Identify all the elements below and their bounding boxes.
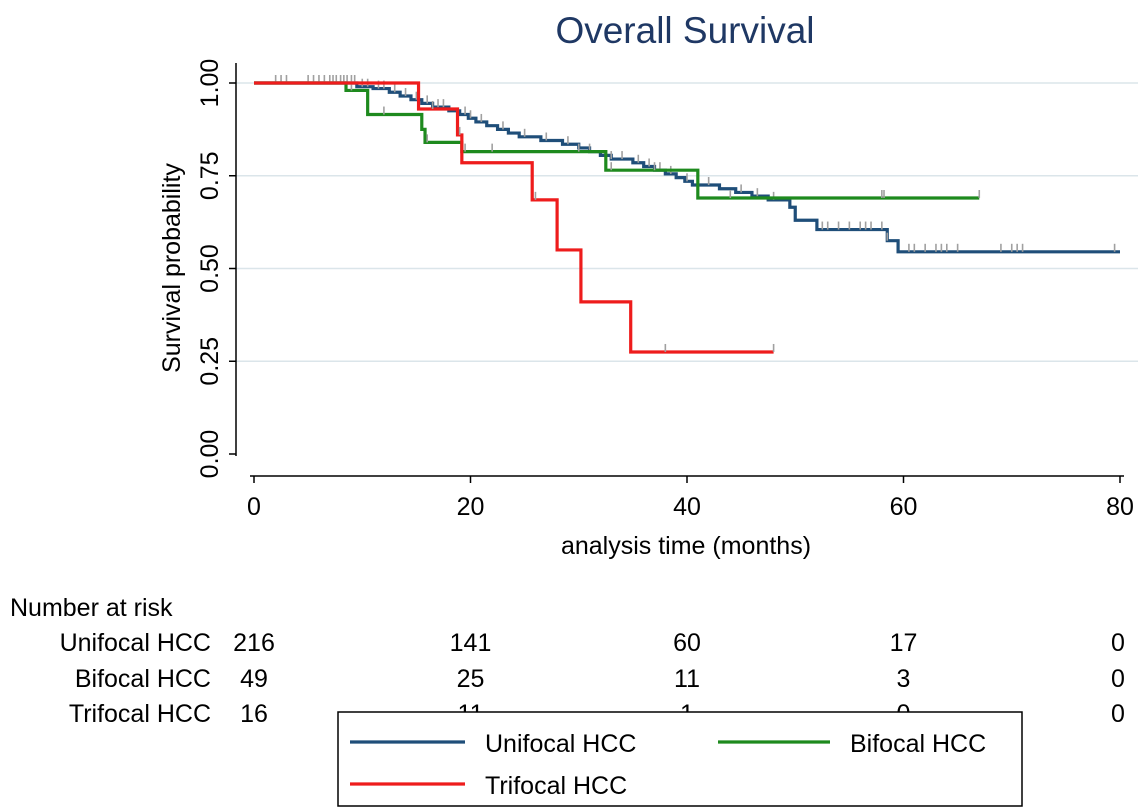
x-tick-label: 80 xyxy=(1106,493,1134,521)
y-tick-label: 0.00 xyxy=(196,430,224,479)
x-tick-label: 0 xyxy=(247,493,261,521)
axes: 0.00 0.25 0.50 0.75 1.00 0 20 40 60 80 xyxy=(196,59,1134,521)
risk-count: 0 xyxy=(1111,665,1125,693)
risk-count: 0 xyxy=(1111,629,1125,657)
legend-label: Unifocal HCC xyxy=(485,730,636,758)
y-tick-label: 0.50 xyxy=(196,244,224,293)
y-tick-label: 1.00 xyxy=(196,59,224,108)
risk-count: 60 xyxy=(673,629,701,657)
y-tick-label: 0.25 xyxy=(196,337,224,386)
risk-count: 3 xyxy=(897,665,911,693)
risk-row-label: Unifocal HCC xyxy=(60,629,211,657)
y-tick-label: 0.75 xyxy=(196,151,224,200)
risk-row-label: Bifocal HCC xyxy=(75,665,211,693)
chart-title: Overall Survival xyxy=(555,10,814,51)
survival-curve-trifocal-hcc xyxy=(254,81,774,354)
legend-box xyxy=(337,711,1023,807)
risk-count: 11 xyxy=(674,665,700,693)
risk-row-label: Trifocal HCC xyxy=(69,700,211,728)
plot-area xyxy=(254,75,1120,354)
legend-label: Trifocal HCC xyxy=(485,772,627,800)
risk-count: 49 xyxy=(240,665,268,693)
risk-count: 17 xyxy=(890,629,918,657)
x-tick-label: 40 xyxy=(673,493,701,521)
risk-count: 16 xyxy=(240,700,268,728)
risk-table: Number at risk Unifocal HCC 216 141 60 17 0 Bi… xyxy=(10,594,1125,728)
x-tick-label: 60 xyxy=(890,493,918,521)
risk-count: 25 xyxy=(457,665,485,693)
legend-label: Bifocal HCC xyxy=(850,730,986,758)
survival-curve-bifocal-hcc xyxy=(254,81,980,200)
gridlines xyxy=(234,82,1138,362)
risk-count: 0 xyxy=(1111,700,1125,728)
risk-count: 141 xyxy=(450,629,492,657)
y-axis-label: Survival probability xyxy=(158,163,186,373)
legend: Unifocal HCC Bifocal HCC Trifocal HCC xyxy=(337,711,1023,807)
x-tick-label: 20 xyxy=(457,493,485,521)
risk-count: 216 xyxy=(233,629,275,657)
risk-table-heading: Number at risk xyxy=(10,594,173,622)
x-axis-label: analysis time (months) xyxy=(561,532,811,560)
